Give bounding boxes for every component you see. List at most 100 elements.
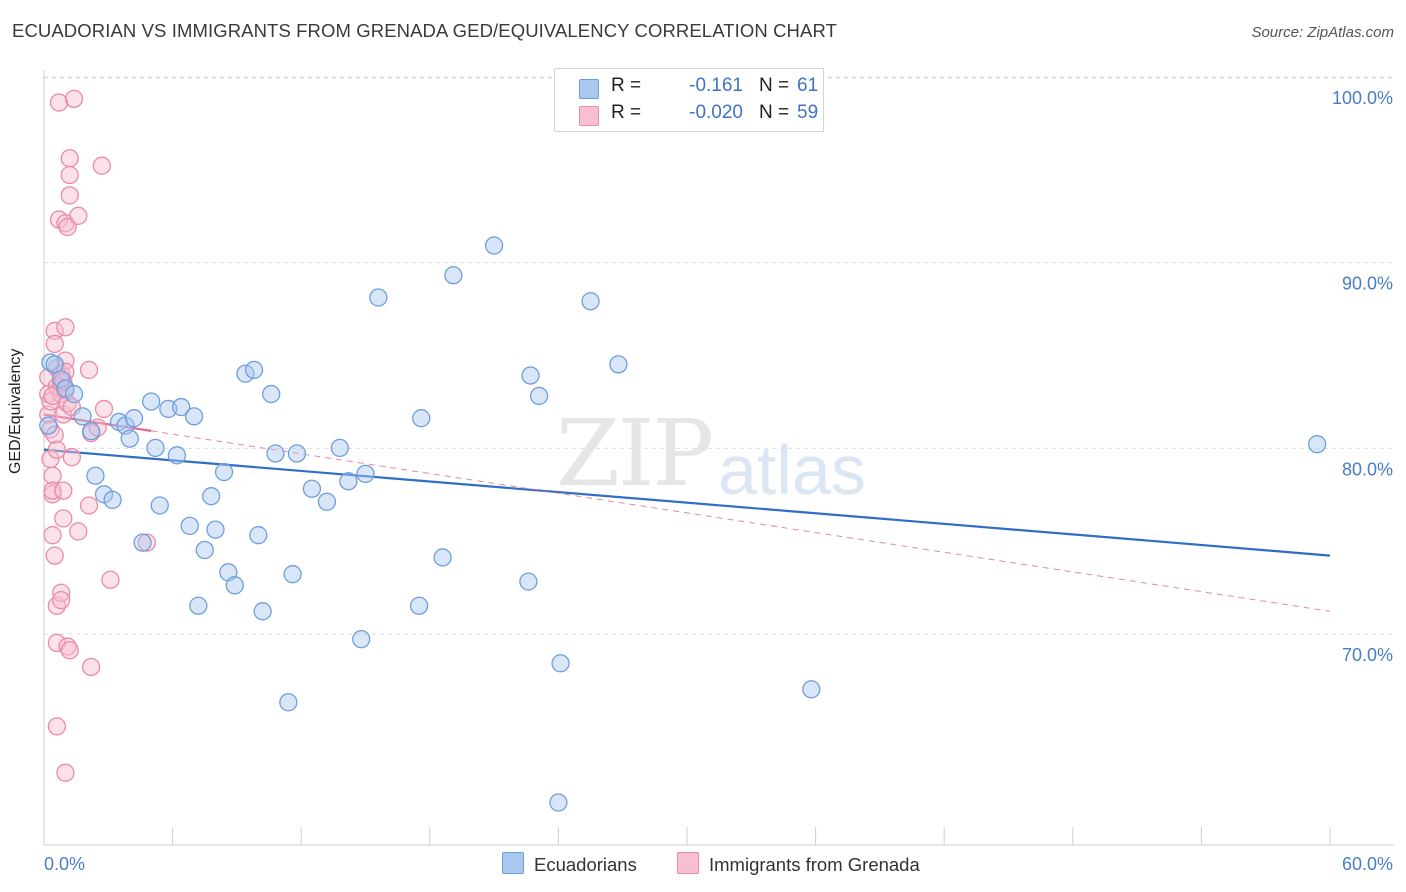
ecuadorian-point [184,407,204,426]
ecuadorian-point [283,565,302,584]
grenada-point [43,466,62,485]
ecuadorian-point [195,540,214,560]
ecuadorian-point [244,360,264,380]
bottom-legend-swatch-blue [502,852,524,874]
grenada-point [54,509,73,528]
grenada-trend-line-dashed [151,430,1331,612]
legend-r-label: R = [611,102,642,123]
ecuadorian-point [86,466,105,485]
bottom-legend-swatch-pink [677,852,699,874]
ecuadorian-point [225,576,244,595]
grid-lines [44,76,1394,635]
grenada-point [56,763,75,782]
ecuadorian-point [124,409,144,428]
ecuadorian-point [82,422,101,441]
y-tick-label: 100.0% [1332,88,1393,108]
ecuadorian-point [433,548,452,567]
ecuadorian-point [214,462,234,482]
ecuadorian-point [180,516,199,536]
bottom-legend-ecuadorians[interactable]: Ecuadorians [502,852,637,876]
ecuadorian-point [529,386,549,406]
grenada-point [58,217,77,237]
legend-swatch-pink [579,106,599,126]
ecuadorian-point [549,793,568,812]
legend-n-label: N = [759,102,790,123]
ecuadorian-point [133,533,152,552]
ecuadorian-point [172,397,191,417]
ecuadorian-point [521,366,540,385]
watermark-atlas: atlas [718,431,866,509]
grenada-point [62,448,82,467]
legend-r-label: R = [611,75,642,96]
ecuadorian-point [352,629,371,649]
ecuadorian-point [519,572,538,591]
ecuadorian-point [142,392,161,411]
ecuadorian-point [302,479,322,498]
ecuadorian-point [253,602,272,621]
y-tick-label: 90.0% [1342,274,1393,294]
ecuadorian-point [551,654,570,673]
ecuadorian-point [330,438,349,458]
grenada-point [79,360,99,380]
ecuadorian-point [412,409,431,428]
y-tick-label: 70.0% [1342,645,1393,665]
legend-n-value: 61 [797,75,819,96]
ecuadorian-point [484,236,504,255]
ecuadorian-point [150,496,169,515]
grenada-point [47,440,67,459]
ecuadorian-point [609,355,628,374]
grenada-point [51,591,71,610]
grenada-point [47,717,67,736]
legend-n-label: N = [759,75,790,96]
ecuadorian-point [262,384,281,404]
watermark-zip: ZIP [556,400,714,507]
ecuadorian-point [249,526,268,545]
x-tick-label: 60.0% [1342,854,1393,874]
ecuadorian-point [64,384,84,404]
ecuadorian-point [146,438,165,458]
grenada-point [92,156,112,175]
grenada-point [43,526,62,545]
ecuadorian-point [444,266,463,285]
grenada-point [82,657,101,677]
tick-labels: 70.0% 80.0% 90.0% 100.0% 0.0% 60.0% [44,88,1393,874]
ecuadorian-point [202,487,221,506]
grenada-point [137,533,157,552]
bottom-legend-grenada[interactable]: Immigrants from Grenada [677,852,920,876]
x-tick-label: 0.0% [44,854,85,874]
grenada-point [45,425,64,445]
ecuadorian-points [39,236,1327,812]
ecuadorian-point [356,464,375,484]
ecuadorian-point [287,444,307,463]
grenada-point [45,334,64,354]
grenada-point [60,149,79,168]
grenada-point [56,318,75,337]
grenada-point [101,570,120,589]
axes [43,70,1394,846]
bottom-legend-label-ecuadorians: Ecuadorians [534,854,637,875]
grenada-point [54,481,73,500]
chart-title: ECUADORIAN VS IMMIGRANTS FROM GRENADA GE… [12,20,837,41]
ecuadorian-point [266,444,285,463]
ecuadorian-point [120,429,139,448]
ecuadorian-point [317,492,337,511]
ecuadorian-point [369,288,388,307]
grenada-point [60,186,79,205]
y-tick-label: 80.0% [1342,459,1393,479]
grenada-point [79,496,99,515]
ecuadorian-point [167,446,187,465]
legend-r-value: -0.161 [689,75,743,96]
ecuadorian-point [73,407,92,426]
ecuadorian-point [206,520,225,539]
ecuadorian-point [339,472,358,491]
grenada-point [45,546,64,565]
correlation-legend: R = -0.161 N = 61 R = -0.020 N = 59 [554,68,824,132]
grenada-point [51,583,71,602]
legend-swatch-blue [579,79,599,99]
grenada-point [43,481,62,500]
ecuadorian-trend-line [43,448,1331,557]
ecuadorian-point [409,596,429,615]
grenada-point [60,165,79,185]
ecuadorian-point [39,416,58,435]
grenada-point [45,321,64,341]
